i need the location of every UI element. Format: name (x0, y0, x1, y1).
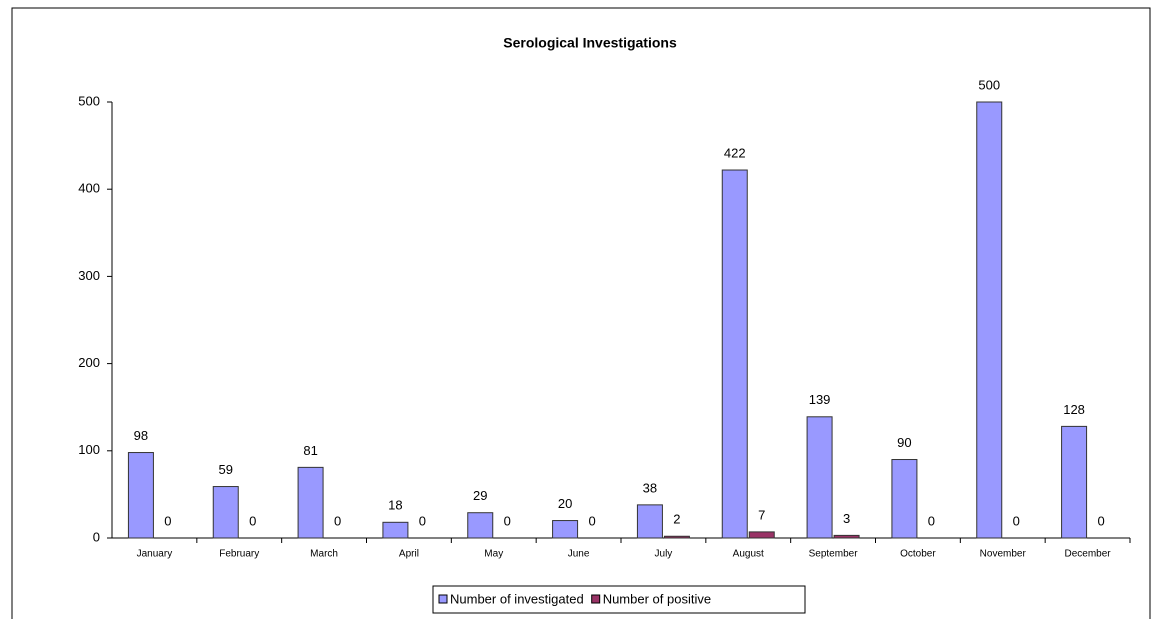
x-tick-label: June (568, 549, 590, 560)
legend-swatch (438, 594, 448, 604)
value-label: 2 (673, 512, 680, 527)
value-label: 0 (419, 513, 426, 528)
bar (833, 534, 860, 539)
chart-title: Serological Investigations (503, 35, 677, 51)
value-label: 90 (897, 435, 911, 450)
value-label: 139 (809, 392, 831, 407)
x-tick-label: December (1065, 549, 1112, 560)
value-label: 98 (134, 428, 148, 443)
bar (552, 520, 579, 539)
y-tick-label: 0 (93, 529, 100, 544)
x-tick-label: August (733, 549, 764, 560)
bar (382, 521, 409, 539)
chart-frame (11, 7, 1151, 619)
y-tick-label: 300 (78, 268, 100, 283)
legend-label: Number of positive (603, 591, 711, 606)
value-label: 0 (1097, 513, 1104, 528)
legend-box (432, 585, 806, 614)
bar (636, 504, 663, 539)
value-label: 0 (249, 513, 256, 528)
bar (976, 101, 1003, 539)
value-label: 128 (1063, 402, 1085, 417)
x-tick-label: April (399, 549, 419, 560)
x-tick-label: October (900, 549, 936, 560)
value-label: 18 (388, 498, 402, 513)
value-label: 0 (588, 513, 595, 528)
y-tick-label: 200 (78, 355, 100, 370)
y-tick-label: 400 (78, 181, 100, 196)
legend-label: Number of investigated (450, 591, 584, 606)
bar (467, 512, 494, 539)
bar (806, 416, 833, 539)
value-label: 0 (928, 513, 935, 528)
value-label: 500 (978, 77, 1000, 92)
bar (127, 452, 154, 539)
x-tick-label: March (310, 549, 338, 560)
value-label: 422 (724, 145, 746, 160)
value-label: 7 (758, 507, 765, 522)
y-tick-label: 500 (78, 93, 100, 108)
value-label: 29 (473, 488, 487, 503)
value-label: 0 (334, 513, 341, 528)
value-label: 0 (1013, 513, 1020, 528)
x-tick-label: July (655, 549, 673, 560)
bar (891, 459, 918, 539)
bar (297, 466, 324, 539)
value-label: 0 (504, 513, 511, 528)
x-tick-label: September (809, 549, 859, 560)
value-label: 20 (558, 496, 572, 511)
bar (748, 531, 775, 539)
value-label: 59 (219, 462, 233, 477)
x-tick-label: January (137, 549, 173, 560)
bar (663, 535, 690, 539)
value-label: 38 (643, 480, 657, 495)
x-tick-label: February (219, 549, 259, 560)
bar (212, 486, 239, 539)
value-label: 0 (164, 513, 171, 528)
x-tick-label: November (980, 549, 1027, 560)
legend-swatch (591, 594, 601, 604)
y-tick-label: 100 (78, 442, 100, 457)
x-tick-label: May (484, 549, 503, 560)
value-label: 81 (303, 443, 317, 458)
bar (1061, 425, 1088, 539)
value-label: 3 (843, 511, 850, 526)
bar (721, 169, 748, 539)
